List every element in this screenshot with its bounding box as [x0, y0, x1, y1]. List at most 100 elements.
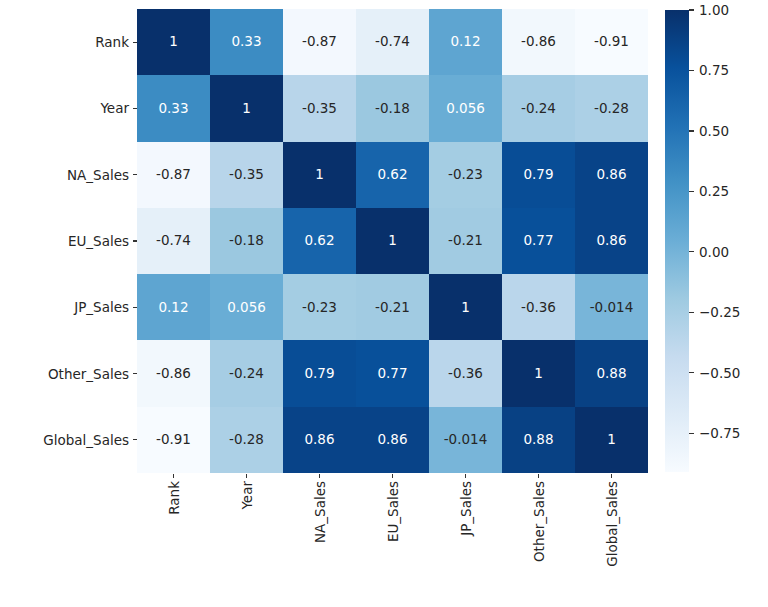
cell-value-label: -0.23 [448, 168, 483, 182]
y-tick-label: Global_Sales [0, 432, 129, 448]
cell-value-label: 1 [315, 168, 324, 182]
heatmap-cell: -0.014 [429, 407, 502, 473]
heatmap-cell: 0.12 [137, 274, 210, 340]
heatmap-cell: -0.74 [137, 208, 210, 274]
colorbar-tick-label: −0.25 [699, 304, 740, 320]
heatmap-cell: 1 [356, 208, 429, 274]
y-tick-label: Rank [0, 34, 129, 50]
cell-value-label: 1 [607, 433, 616, 447]
cell-value-label: -0.35 [229, 168, 264, 182]
cell-value-label: 0.056 [446, 102, 485, 116]
heatmap-cell: -0.74 [356, 9, 429, 75]
colorbar-tick-mark [689, 70, 694, 71]
colorbar-tick-label: −0.75 [699, 425, 740, 441]
heatmap-cell: 1 [429, 274, 502, 340]
cell-value-label: 1 [461, 301, 470, 315]
colorbar-tick-label: 0.25 [699, 183, 729, 199]
cell-value-label: -0.24 [229, 367, 264, 381]
heatmap-cell: 0.77 [356, 340, 429, 406]
heatmap-cell: -0.23 [283, 274, 356, 340]
cell-value-label: -0.014 [590, 301, 634, 315]
heatmap-grid: 10.33-0.87-0.740.12-0.86-0.910.331-0.35-… [137, 9, 648, 473]
cell-value-label: 0.79 [304, 367, 334, 381]
cell-value-label: 0.62 [377, 168, 407, 182]
heatmap-cell: -0.86 [137, 340, 210, 406]
heatmap-cell: -0.18 [210, 208, 283, 274]
colorbar-tick-label: −0.50 [699, 365, 740, 381]
heatmap-cell: -0.21 [356, 274, 429, 340]
cell-value-label: 0.86 [304, 433, 334, 447]
cell-value-label: -0.36 [521, 301, 556, 315]
heatmap-cell: -0.014 [575, 274, 648, 340]
heatmap-cell: -0.86 [502, 9, 575, 75]
cell-value-label: -0.18 [229, 234, 264, 248]
cell-value-label: -0.86 [156, 367, 191, 381]
colorbar-tick-label: 1.00 [699, 2, 729, 18]
heatmap-cell: 0.86 [575, 208, 648, 274]
colorbar-tick-mark [689, 191, 694, 192]
cell-value-label: 0.86 [377, 433, 407, 447]
colorbar-tick-label: 0.00 [699, 244, 729, 260]
heatmap-cell: 0.62 [283, 208, 356, 274]
heatmap-cell: 0.12 [429, 9, 502, 75]
colorbar-tick-mark [689, 372, 694, 373]
heatmap-cell: -0.36 [429, 340, 502, 406]
heatmap-cell: 0.62 [356, 142, 429, 208]
y-tick-label: Other_Sales [0, 366, 129, 382]
x-tick-mark [392, 474, 393, 478]
cell-value-label: 1 [388, 234, 397, 248]
x-tick-label: NA_Sales [312, 481, 328, 543]
cell-value-label: -0.87 [156, 168, 191, 182]
x-tick-label: Year [239, 481, 255, 510]
cell-value-label: 0.12 [450, 35, 480, 49]
cell-value-label: 0.79 [523, 168, 553, 182]
heatmap-cell: 0.86 [575, 142, 648, 208]
cell-value-label: -0.18 [375, 102, 410, 116]
heatmap-cell: 0.33 [210, 9, 283, 75]
cell-value-label: 0.12 [158, 301, 188, 315]
colorbar-tick-mark [689, 433, 694, 434]
cell-value-label: -0.36 [448, 367, 483, 381]
cell-value-label: -0.014 [444, 433, 488, 447]
heatmap-cell: -0.87 [137, 142, 210, 208]
heatmap-cell: 0.056 [429, 75, 502, 141]
y-tick-label: NA_Sales [0, 167, 129, 183]
colorbar-tick-label: 0.75 [699, 62, 729, 78]
heatmap-cell: 1 [137, 9, 210, 75]
cell-value-label: 0.88 [523, 433, 553, 447]
heatmap-cell: 0.79 [283, 340, 356, 406]
heatmap-cell: 0.86 [283, 407, 356, 473]
heatmap-cell: 0.88 [575, 340, 648, 406]
x-tick-label: Other_Sales [531, 481, 547, 562]
heatmap-cell: 1 [575, 407, 648, 473]
heatmap-cell: -0.35 [210, 142, 283, 208]
heatmap-cell: -0.24 [502, 75, 575, 141]
heatmap-cell: -0.87 [283, 9, 356, 75]
cell-value-label: -0.74 [375, 35, 410, 49]
heatmap-cell: -0.28 [575, 75, 648, 141]
heatmap-cell: -0.36 [502, 274, 575, 340]
heatmap-cell: -0.21 [429, 208, 502, 274]
heatmap-cell: 0.79 [502, 142, 575, 208]
cell-value-label: 1 [242, 102, 251, 116]
cell-value-label: 0.86 [596, 168, 626, 182]
heatmap-cell: -0.91 [575, 9, 648, 75]
cell-value-label: 0.62 [304, 234, 334, 248]
x-tick-mark [173, 474, 174, 478]
cell-value-label: -0.86 [521, 35, 556, 49]
colorbar-gradient [665, 10, 689, 472]
heatmap-cell: 0.86 [356, 407, 429, 473]
cell-value-label: 0.88 [596, 367, 626, 381]
heatmap-cell: 1 [502, 340, 575, 406]
y-tick-label: JP_Sales [0, 299, 129, 315]
colorbar-tick-mark [689, 312, 694, 313]
y-tick-label: Year [0, 100, 129, 116]
colorbar [665, 10, 689, 472]
heatmap-cell: -0.28 [210, 407, 283, 473]
cell-value-label: 0.056 [227, 301, 266, 315]
cell-value-label: -0.35 [302, 102, 337, 116]
x-tick-label: Rank [166, 481, 182, 515]
cell-value-label: -0.28 [594, 102, 629, 116]
heatmap-cell: 1 [283, 142, 356, 208]
x-tick-label: Global_Sales [604, 481, 620, 567]
